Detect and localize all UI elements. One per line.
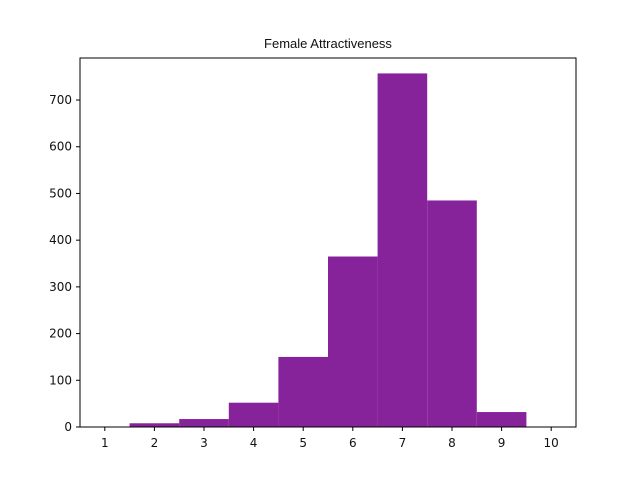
y-tick-label-200: 200 — [49, 327, 72, 341]
bars-group — [129, 73, 527, 427]
chart-title: Female Attractiveness — [264, 36, 392, 51]
bar-6 — [328, 256, 378, 427]
plot-frame — [79, 57, 577, 428]
y-tick-label-0: 0 — [64, 420, 72, 434]
y-tick-label-400: 400 — [49, 233, 72, 247]
bar-9 — [476, 412, 527, 427]
y-tick-label-500: 500 — [49, 186, 72, 200]
y-tick-label-100: 100 — [49, 373, 72, 387]
x-tick-label-3: 3 — [200, 436, 208, 450]
x-tick-label-10: 10 — [544, 436, 559, 450]
x-tick-label-6: 6 — [349, 436, 357, 450]
bar-5 — [278, 356, 328, 427]
x-tick-label-2: 2 — [151, 436, 159, 450]
bar-7 — [377, 73, 428, 427]
y-tick-label-300: 300 — [49, 280, 72, 294]
x-tick-label-4: 4 — [250, 436, 258, 450]
x-tick-label-7: 7 — [399, 436, 407, 450]
bar-8 — [427, 200, 477, 427]
x-tick-label-5: 5 — [299, 436, 307, 450]
bar-4 — [228, 402, 279, 427]
x-axis: 1 2 3 4 5 6 7 8 9 10 — [101, 427, 559, 450]
y-tick-label-600: 600 — [49, 140, 72, 154]
y-tick-label-700: 700 — [49, 93, 72, 107]
y-axis: 0 100 200 300 400 500 600 700 — [49, 93, 80, 434]
x-tick-label-9: 9 — [498, 436, 506, 450]
bar-2 — [129, 423, 180, 427]
x-tick-label-8: 8 — [448, 436, 456, 450]
bar-3 — [179, 419, 229, 427]
x-tick-label-1: 1 — [101, 436, 109, 450]
